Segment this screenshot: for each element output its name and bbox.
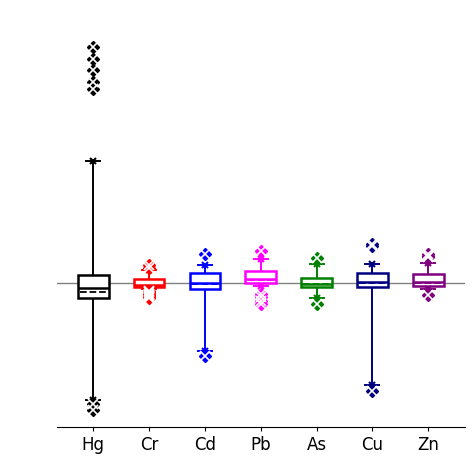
Bar <box>413 274 444 285</box>
Bar <box>357 273 388 287</box>
Bar <box>134 280 164 287</box>
Bar <box>246 271 276 283</box>
Bar <box>78 275 109 298</box>
Bar <box>190 273 220 289</box>
Bar <box>301 278 332 287</box>
